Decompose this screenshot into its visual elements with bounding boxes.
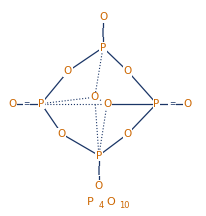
Text: O: O [103, 99, 111, 109]
Text: O: O [99, 12, 107, 22]
Text: O: O [183, 99, 192, 109]
Text: O: O [64, 66, 72, 76]
Text: P: P [96, 151, 102, 160]
Text: P: P [100, 43, 106, 52]
Text: 10: 10 [119, 200, 130, 210]
Text: =: = [169, 99, 175, 108]
Text: =: = [24, 99, 30, 108]
Text: P: P [38, 99, 44, 109]
Text: O: O [95, 181, 103, 191]
Text: O: O [124, 66, 132, 76]
Text: O: O [107, 197, 116, 207]
Text: O: O [8, 99, 16, 109]
Text: ‖: ‖ [97, 166, 101, 175]
Text: O: O [91, 92, 99, 102]
Text: P: P [153, 99, 160, 109]
Text: ‖: ‖ [101, 28, 105, 37]
Text: P: P [87, 197, 94, 207]
Text: O: O [124, 129, 132, 139]
Text: O: O [58, 129, 66, 139]
Text: 4: 4 [98, 200, 104, 210]
